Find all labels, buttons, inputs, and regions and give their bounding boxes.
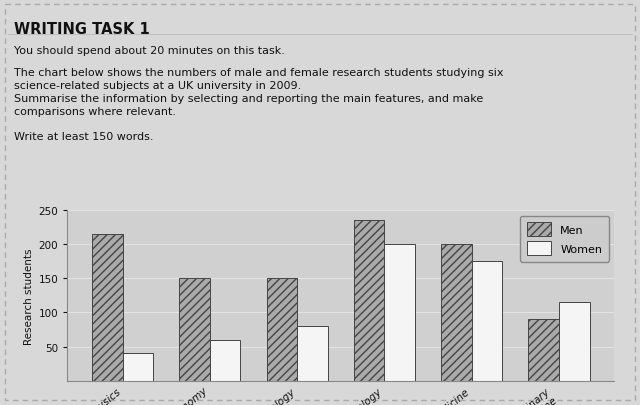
Bar	[267, 279, 297, 381]
Text: Write at least 150 words.: Write at least 150 words.	[14, 132, 154, 142]
Text: You should spend about 20 minutes on this task.: You should spend about 20 minutes on thi…	[14, 46, 285, 56]
Bar	[297, 326, 328, 381]
Bar	[179, 279, 210, 381]
Bar	[529, 320, 559, 381]
Text: The chart below shows the numbers of male and female research students studying : The chart below shows the numbers of mal…	[14, 68, 504, 78]
Bar	[441, 245, 472, 381]
Text: comparisons where relevant.: comparisons where relevant.	[14, 107, 176, 117]
Bar	[472, 262, 502, 381]
Bar	[210, 340, 241, 381]
Bar	[354, 221, 385, 381]
Bar	[559, 303, 589, 381]
Text: Summarise the information by selecting and reporting the main features, and make: Summarise the information by selecting a…	[14, 94, 483, 104]
Text: WRITING TASK 1: WRITING TASK 1	[14, 22, 150, 37]
Text: science-related subjects at a UK university in 2009.: science-related subjects at a UK univers…	[14, 81, 301, 91]
Bar	[385, 245, 415, 381]
Y-axis label: Research students: Research students	[24, 247, 35, 344]
Bar	[123, 354, 153, 381]
Legend: Men, Women: Men, Women	[520, 216, 609, 262]
Bar	[92, 234, 123, 381]
